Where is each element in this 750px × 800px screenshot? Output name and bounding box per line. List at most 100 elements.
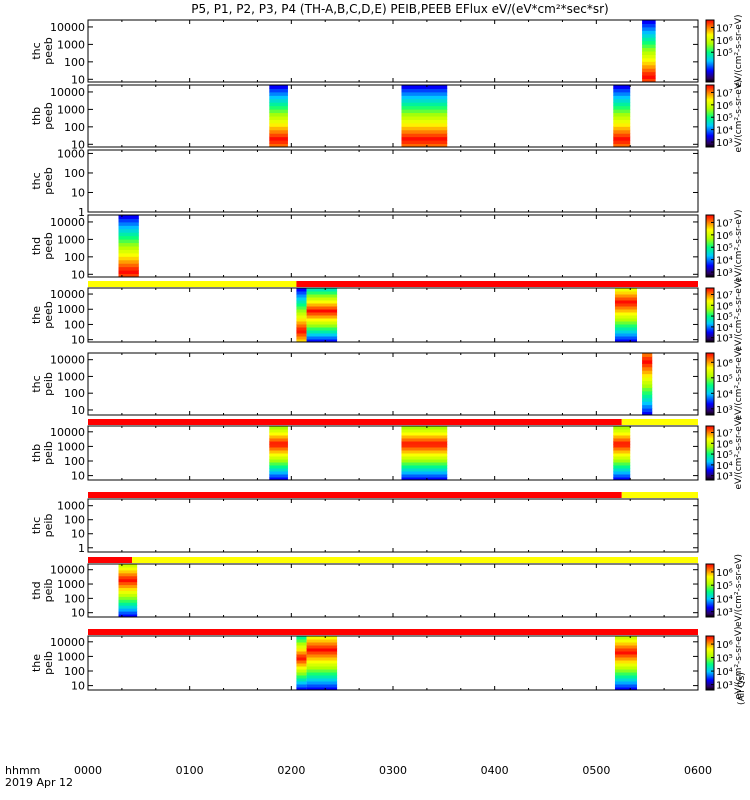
spectrum-bin <box>269 105 288 110</box>
y-tick-label: 10000 <box>50 288 85 301</box>
spectrum-bin <box>642 33 656 38</box>
spectrum-block <box>613 85 631 148</box>
spectrum-bin <box>269 441 288 445</box>
x-tick-label: 0500 <box>582 764 610 777</box>
spectrum-bin <box>269 119 288 124</box>
spectrum-bin <box>614 675 637 679</box>
spectrum-bin <box>614 687 637 691</box>
y-axis-label-line: peeb <box>42 232 55 260</box>
colorbar-tick-label: 10⁵ <box>716 450 733 461</box>
spectrum-bin <box>306 315 338 319</box>
colorbar-tick-label: 10⁷ <box>716 23 733 34</box>
colorbar-label: eV/(cm²-s-sr-eV) <box>734 416 744 489</box>
y-tick-label: 1000 <box>57 650 85 663</box>
spectrum-bin <box>269 133 288 138</box>
spectrum-bin <box>306 321 338 325</box>
spectrum-bin <box>613 133 631 138</box>
spectrum-bin <box>614 330 637 334</box>
colorbar-tick-label: 10⁶ <box>716 36 733 47</box>
spectrum-bin <box>306 336 338 340</box>
spectrum-bin <box>296 651 307 655</box>
spectrum-bin <box>118 599 138 603</box>
spectrum-bin <box>296 309 307 313</box>
spectrum-bin <box>614 672 637 676</box>
spectrum-bin <box>118 564 138 568</box>
spectrum-bin <box>306 669 338 673</box>
spectrum-bin <box>296 339 307 343</box>
spectrum-bin <box>614 684 637 688</box>
spectrum-bin <box>614 318 637 322</box>
spectrum-bin <box>269 477 288 481</box>
spectrum-bin <box>401 438 448 442</box>
spectrum-bin <box>642 387 653 392</box>
spectrum-bin <box>642 68 656 73</box>
spectrum-bin <box>642 44 656 49</box>
spectrum-bin <box>118 215 139 219</box>
y-tick-label: 10 <box>71 470 85 483</box>
spectrum-bin <box>642 397 653 402</box>
y-axis-label: thcpeib <box>30 514 55 538</box>
spectrum-bin <box>613 432 631 436</box>
spectrum-bin <box>614 645 637 649</box>
colorbar-label: eV/(cm²-s-sr-eV) <box>734 14 744 87</box>
y-axis-label: thbpeeb <box>30 102 55 130</box>
spectrum-bin <box>401 122 448 127</box>
spectrum-bin <box>296 333 307 337</box>
y-tick-label: 100 <box>64 514 85 527</box>
y-axis-label-line: peib <box>42 651 55 675</box>
spectrum-bin <box>306 654 338 658</box>
spectrum-bin <box>118 266 139 271</box>
spectrum-bin <box>269 129 288 134</box>
spectrum-bin <box>296 681 307 685</box>
y-tick-label: 100 <box>64 56 85 69</box>
y-axis-label: thcpeeb <box>30 167 55 195</box>
colorbar-gradient <box>705 563 715 618</box>
colorbar-label: eV/(cm²-s-sr-eV) <box>734 554 744 627</box>
colorbar-tick-label: 10⁴ <box>716 389 733 400</box>
spectrum-bin <box>269 444 288 448</box>
spectrum-bin <box>642 51 656 55</box>
spectrum-bin <box>613 102 631 107</box>
spectrum-bin <box>613 447 631 451</box>
colorbar-tick-label: 10⁶ <box>716 231 733 242</box>
spectrum-bin <box>306 639 338 643</box>
y-tick-label: 1000 <box>57 440 85 453</box>
colorbar-common-label: (All Qs) <box>737 672 747 705</box>
spectrum-bin <box>614 636 637 640</box>
y-axis-label-line: the <box>30 306 43 324</box>
spectrum-bin <box>614 300 637 304</box>
spectrum-bin <box>613 441 631 445</box>
y-tick-label: 10000 <box>50 564 85 577</box>
spectrum-bin <box>118 273 139 278</box>
spectrum-bin <box>613 91 631 96</box>
spectrum-bin <box>401 133 448 138</box>
spectrum-bin <box>613 459 631 463</box>
y-tick-label: 1000 <box>57 38 85 51</box>
spectrum-bin <box>642 75 656 80</box>
spectrum-bin <box>642 363 653 368</box>
spectrum-bin <box>401 471 448 475</box>
spectrum-bin <box>269 98 288 103</box>
spectrum-bin <box>614 333 637 337</box>
colorbar-tick-label: 10⁴ <box>716 256 733 267</box>
colorbar-tick-label: 10³ <box>716 334 733 345</box>
spectrum-bin <box>642 30 656 35</box>
spectrum-bin <box>118 221 139 226</box>
spectrum-bin <box>614 657 637 661</box>
spectrum-bin <box>401 462 448 466</box>
status-bar-segment <box>88 281 297 287</box>
y-tick-label: 10000 <box>50 636 85 649</box>
spectrum-bin <box>306 645 338 649</box>
colorbar-gradient <box>705 19 715 83</box>
spectrum-bin <box>118 252 139 257</box>
spectrum-bin <box>642 57 656 62</box>
y-axis-label-line: thc <box>30 375 43 392</box>
colorbar-label: eV/(cm²-s-sr-eV) <box>734 347 744 420</box>
y-axis-label-line: peeb <box>42 167 55 195</box>
x-tick-label: 0100 <box>176 764 204 777</box>
y-tick-label: 100 <box>64 455 85 468</box>
panel-frame <box>87 425 699 481</box>
colorbar-tick-label: 10⁷ <box>716 88 733 99</box>
